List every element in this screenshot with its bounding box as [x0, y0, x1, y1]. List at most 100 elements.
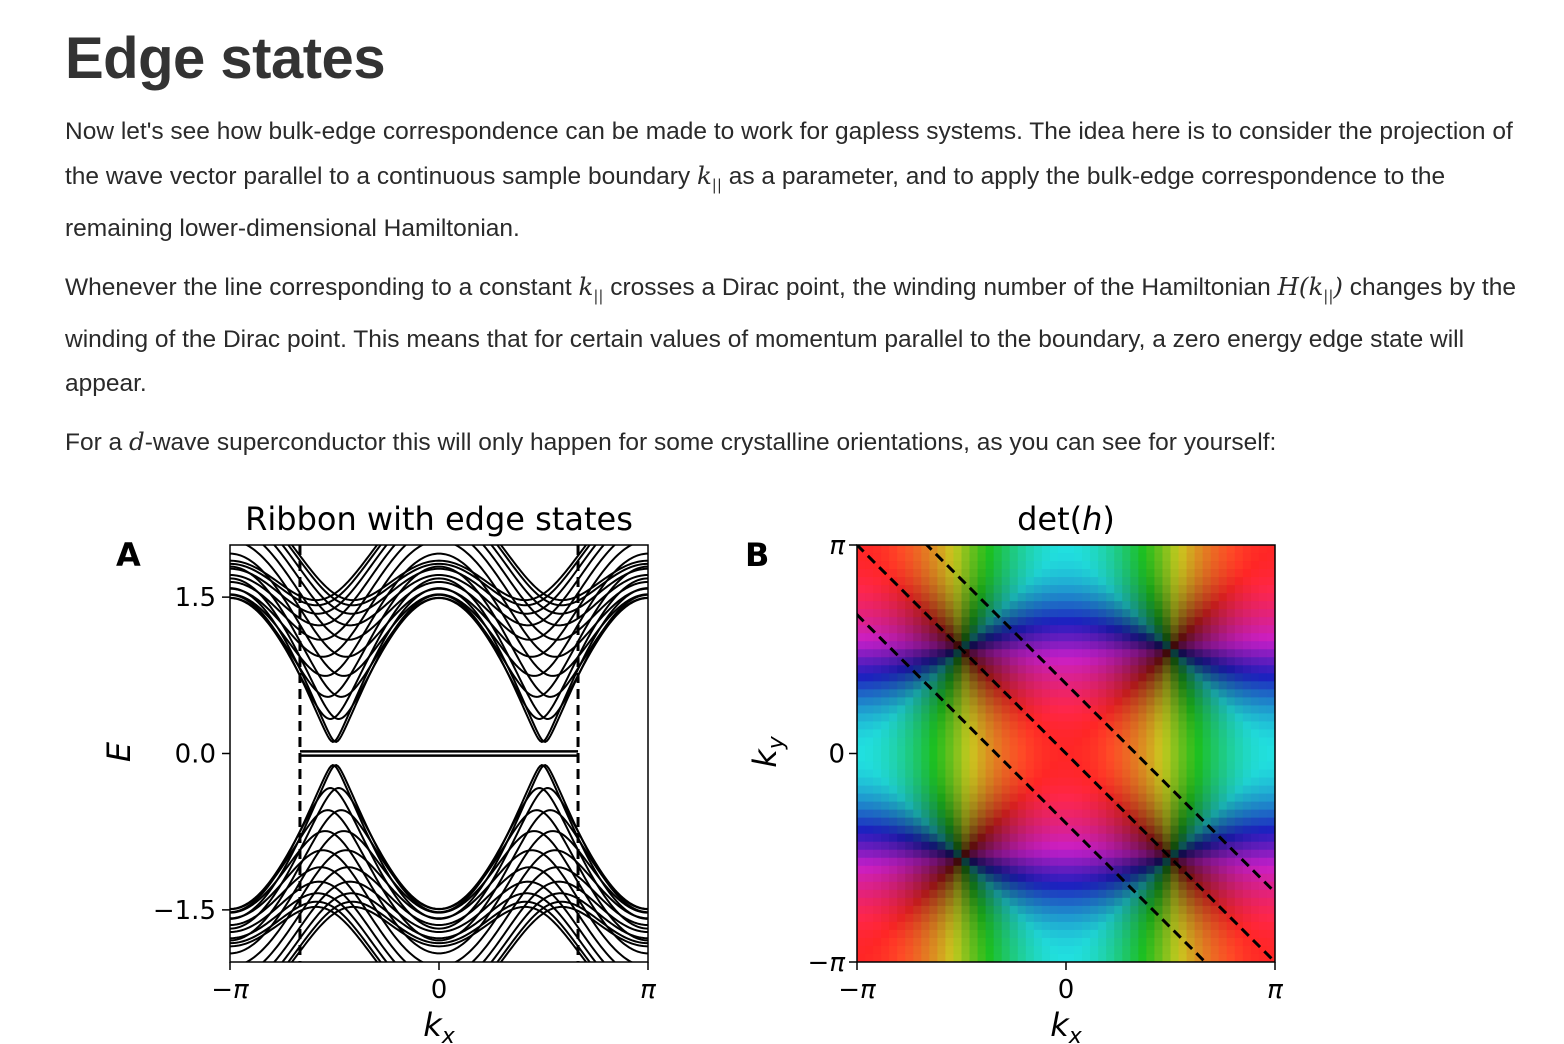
heat-cell [1041, 697, 1051, 706]
heat-cell [1122, 625, 1131, 634]
heat-cell [1130, 905, 1139, 915]
heat-cell [1122, 737, 1131, 747]
heat-cell [881, 649, 890, 658]
heat-cell [937, 825, 947, 835]
heat-cell [1009, 897, 1019, 907]
heat-cell [1178, 937, 1188, 947]
heat-cell [1162, 761, 1172, 771]
heat-cell [1138, 721, 1147, 731]
heat-cell [1130, 721, 1139, 731]
heat-cell [1049, 641, 1059, 650]
heat-cell [1178, 881, 1188, 891]
heat-cell [1154, 585, 1164, 594]
heat-cell [889, 937, 898, 947]
heat-cell [969, 697, 979, 706]
heat-cell [865, 601, 874, 610]
heat-cell [1258, 761, 1268, 771]
heat-cell [1178, 681, 1188, 690]
heat-cell [1082, 713, 1091, 723]
heat-cell [1242, 737, 1252, 747]
heat-cell [1114, 945, 1123, 955]
heat-cell [1258, 801, 1268, 811]
heat-cell [1202, 809, 1212, 819]
heat-cell [1234, 921, 1244, 931]
heat-cell [993, 753, 1003, 763]
heat-cell [1218, 809, 1228, 819]
heat-cell [929, 713, 938, 723]
heat-cell [1234, 841, 1244, 851]
heat-cell [1266, 673, 1275, 682]
heat-cell [905, 929, 914, 939]
heat-cell [945, 561, 955, 570]
heat-cell [1025, 665, 1035, 674]
heat-cell [1210, 801, 1220, 811]
heat-cell [1138, 697, 1147, 706]
heat-cell [937, 673, 947, 682]
heat-cell [993, 929, 1003, 939]
heat-cell [1017, 785, 1027, 795]
heat-cell [1162, 689, 1172, 698]
heat-cell [1025, 785, 1035, 795]
heat-cell [1162, 897, 1172, 907]
heat-cell [897, 649, 906, 658]
heat-cell [1122, 713, 1131, 723]
heat-cell [1066, 817, 1075, 827]
heat-cell [1258, 569, 1268, 578]
heat-cell [921, 617, 930, 626]
heat-cell [1146, 697, 1156, 706]
heat-cell [1074, 873, 1083, 883]
heat-cell [1146, 633, 1156, 642]
heat-cell [1138, 873, 1147, 883]
heat-cell [1057, 777, 1067, 787]
heat-cell [889, 585, 898, 594]
heat-cell [1082, 705, 1091, 714]
heat-cell [1154, 881, 1164, 891]
heat-cell [945, 593, 955, 602]
heat-cell [865, 921, 874, 931]
heat-cell [897, 729, 906, 739]
heat-cell [1186, 617, 1196, 626]
heat-cell [1017, 713, 1027, 723]
heat-cell [929, 929, 938, 939]
heat-cell [1074, 745, 1083, 755]
heat-cell [1106, 857, 1115, 867]
heat-cell [1218, 793, 1228, 803]
heat-cell [977, 705, 987, 714]
heat-cell [881, 785, 890, 795]
heat-cell [1106, 777, 1115, 787]
heat-cell [937, 729, 947, 739]
heat-cell [1114, 817, 1123, 827]
heat-cell [1154, 809, 1164, 819]
heat-cell [1210, 761, 1220, 771]
heat-cell [857, 577, 866, 586]
heat-cell [1194, 601, 1204, 610]
band-line [244, 545, 634, 658]
heat-cell [873, 785, 882, 795]
heat-cell [953, 625, 963, 634]
heat-cell [905, 593, 914, 602]
heat-cell [1106, 753, 1115, 763]
heat-cell [1242, 713, 1252, 723]
heat-cell [921, 937, 930, 947]
heat-cell [1170, 793, 1180, 803]
heat-cell [1066, 889, 1075, 899]
heat-cell [905, 889, 914, 899]
heat-cell [1162, 609, 1172, 618]
heat-cell [1146, 609, 1156, 618]
heat-cell [1226, 801, 1236, 811]
heat-cell [1154, 577, 1164, 586]
heat-cell [1210, 689, 1220, 698]
heat-cell [1218, 673, 1228, 682]
heat-cell [1114, 897, 1123, 907]
heat-cell [921, 881, 930, 891]
heat-cell [913, 889, 922, 899]
heat-cell [865, 705, 874, 714]
heat-cell [897, 705, 906, 714]
heat-cell [1178, 609, 1188, 618]
heat-cell [977, 921, 987, 931]
heat-cell [937, 689, 947, 698]
heat-cell [905, 609, 914, 618]
heat-cell [1186, 913, 1196, 923]
heat-cell [1041, 785, 1051, 795]
heat-cell [1114, 849, 1123, 859]
